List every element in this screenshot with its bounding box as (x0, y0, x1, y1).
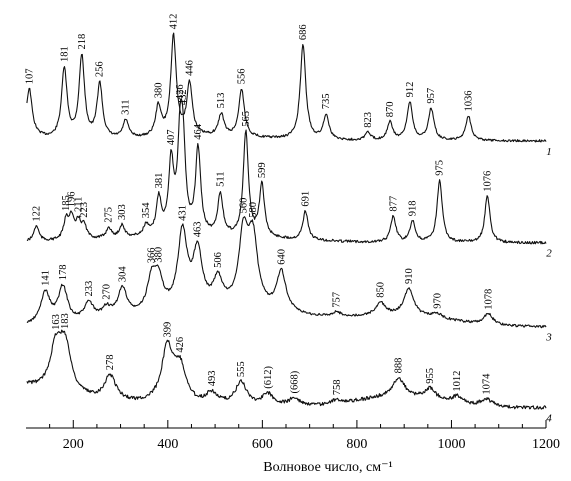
peak-label: 381 (154, 173, 165, 189)
peak-label: 1078 (483, 289, 494, 310)
peak-label: 270 (101, 284, 112, 300)
spectrum-line-1 (26, 32, 547, 143)
peak-label: 380 (153, 82, 164, 98)
peak-label: 426 (175, 337, 186, 353)
peak-label: 311 (121, 100, 132, 115)
peak-label: 211 (74, 197, 85, 212)
peak-label: 1036 (464, 91, 475, 112)
x-tick-label: 200 (63, 437, 84, 452)
peak-label: 757 (332, 292, 343, 308)
series-label: 4 (546, 413, 552, 425)
peak-label: 918 (408, 201, 419, 217)
peak-label: (612) (263, 366, 274, 389)
spectrum-line-2 (26, 98, 547, 245)
peak-label: (668) (290, 370, 301, 393)
x-tick-label: 800 (346, 437, 367, 452)
peak-label: 107 (24, 68, 35, 84)
peak-label: 366 (147, 248, 158, 264)
peak-label: 431 (178, 205, 189, 221)
peak-label: 141 (40, 270, 51, 286)
peak-label: 278 (105, 354, 116, 370)
spectrum-line-4 (26, 329, 547, 410)
peak-label: 1076 (482, 171, 493, 192)
peak-label: 970 (432, 293, 443, 309)
peak-label: 463 (193, 222, 204, 238)
peak-label: 513 (216, 93, 227, 109)
peak-label: 178 (58, 265, 69, 281)
peak-label: 877 (388, 196, 399, 212)
peak-label: 870 (385, 101, 396, 117)
x-tick-label: 1000 (437, 437, 465, 452)
peak-label: 823 (363, 112, 374, 128)
peak-label: 218 (77, 34, 88, 50)
peak-label: 354 (141, 202, 152, 219)
peak-label: 275 (104, 207, 115, 223)
peak-label: 185 (61, 195, 72, 211)
x-axis-label: Волновое число, см⁻¹ (263, 460, 392, 475)
peak-label: 1074 (481, 373, 492, 395)
peak-label: 640 (276, 249, 287, 265)
peak-label: 555 (236, 361, 247, 377)
peak-label: 233 (84, 281, 95, 297)
x-tick-label: 600 (252, 437, 273, 452)
series-label: 1 (546, 146, 552, 158)
peak-label: 196 (66, 192, 77, 208)
peak-label: 432 (178, 89, 189, 105)
peak-label: 412 (169, 14, 180, 30)
peak-label: 686 (298, 24, 309, 40)
peak-label: 580 (248, 202, 259, 218)
peak-label: 223 (79, 202, 90, 218)
peak-label: 599 (257, 162, 268, 178)
peak-label: 464 (193, 123, 204, 140)
peak-label: 256 (95, 61, 106, 77)
peak-label: 691 (300, 191, 311, 207)
peak-label: 446 (185, 60, 196, 76)
series-labels-group: 1 2 3 4 (545, 146, 552, 425)
peak-label: 183 (60, 313, 71, 329)
peak-label: 957 (426, 88, 437, 104)
peak-label: 399 (162, 322, 173, 338)
x-tick-label: 400 (157, 437, 178, 452)
peak-label: 1012 (452, 371, 463, 392)
peak-label: 850 (376, 282, 387, 298)
peak-label: 888 (394, 358, 405, 374)
peak-label: 910 (404, 268, 415, 284)
x-axis-ticks: 200 400 600 800 1000 1200 (49, 420, 560, 452)
peak-label: 426 (175, 84, 186, 100)
peak-label: 735 (321, 93, 332, 109)
peak-label: 304 (117, 266, 128, 283)
peak-label: 163 (51, 314, 62, 330)
peak-label: 560 (239, 198, 250, 214)
peak-label: 181 (59, 46, 70, 62)
peak-label: 511 (215, 172, 226, 187)
peak-label: 565 (241, 111, 252, 127)
series-label: 2 (546, 248, 552, 260)
peak-label: 912 (405, 82, 416, 98)
spectrum-line-3 (26, 216, 547, 329)
peak-label: 493 (207, 371, 218, 387)
peak-labels-group: 107 181 218 256 311 380 412 446 513 556 686 735 823 8… (24, 14, 494, 396)
peak-label: 122 (31, 206, 42, 222)
spectra-group (26, 32, 547, 410)
peak-label: 758 (332, 380, 343, 396)
peak-label: 955 (425, 368, 436, 384)
peak-label: 303 (117, 204, 128, 220)
peak-label: 506 (213, 252, 224, 268)
x-tick-label: 1200 (532, 437, 560, 452)
peak-label: 407 (166, 129, 177, 145)
series-label: 3 (545, 332, 552, 344)
peak-label: 380 (153, 247, 164, 263)
peak-label: 556 (237, 68, 248, 84)
peak-label: 975 (435, 160, 446, 176)
